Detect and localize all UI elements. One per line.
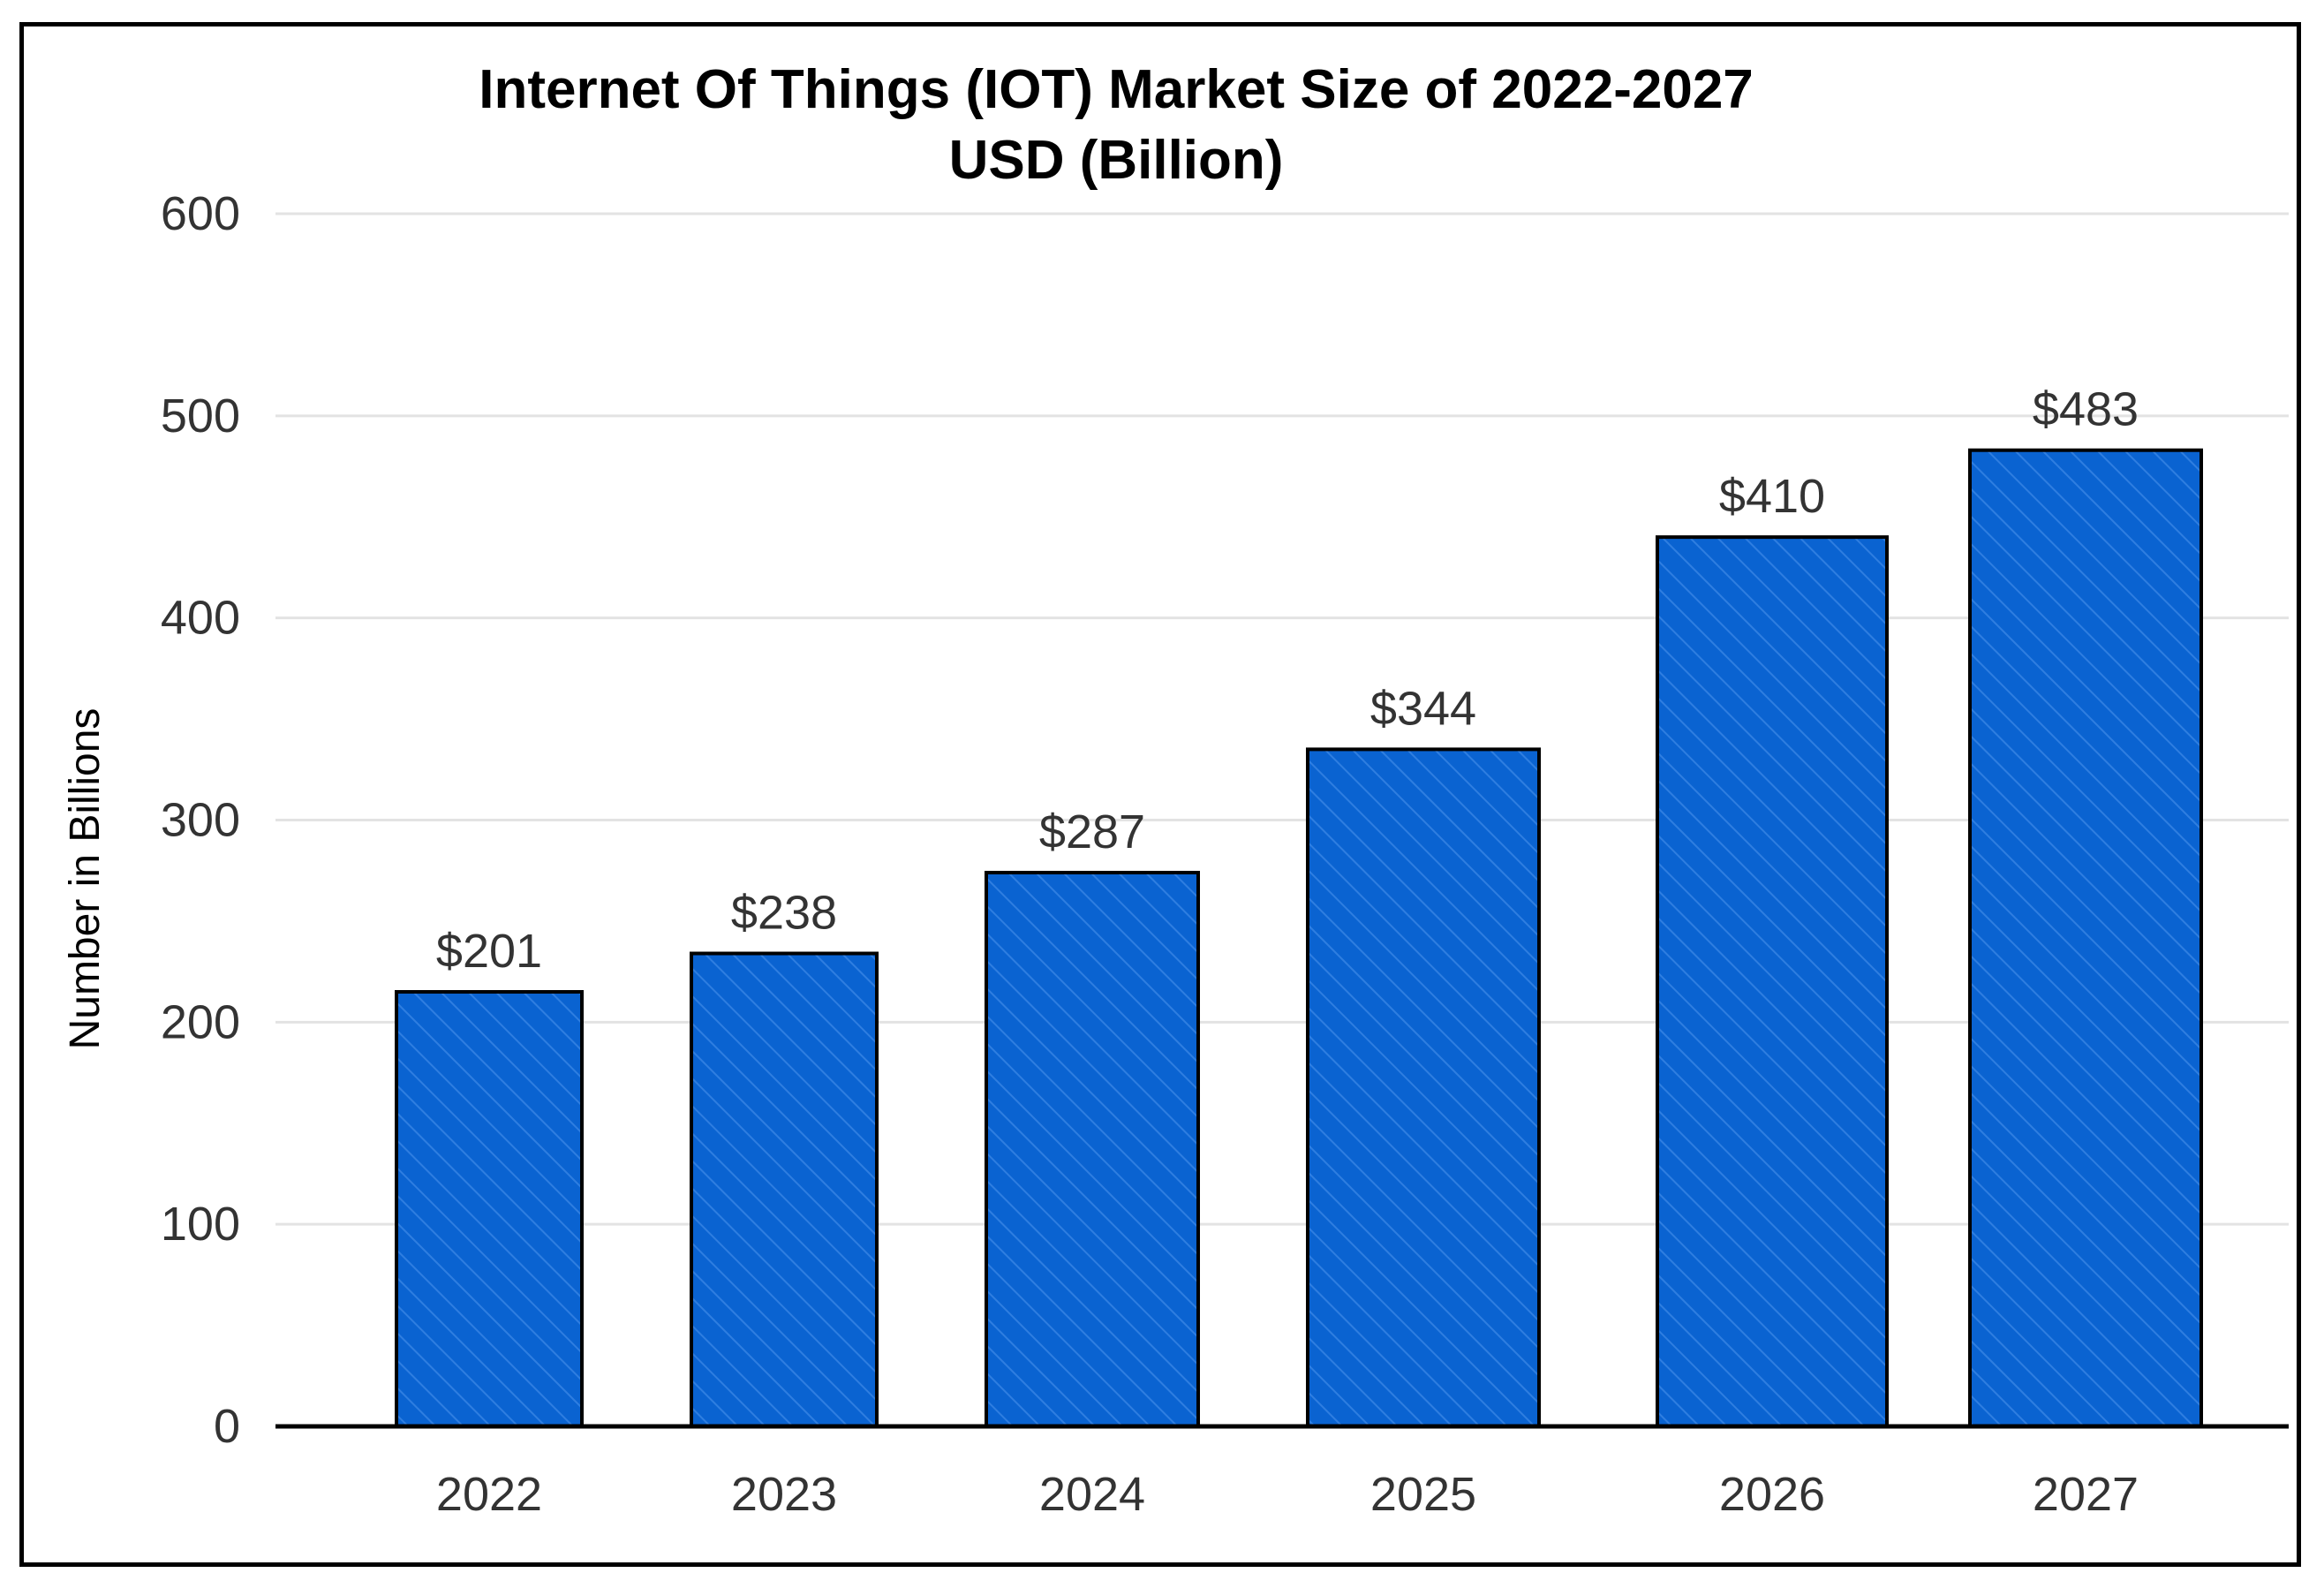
x-tick-label: 2026: [1719, 1468, 1825, 1521]
data-label: $201: [436, 925, 542, 978]
bar-2025: [1306, 747, 1541, 1428]
y-tick-label: 500: [161, 389, 240, 442]
y-tick-labels: 0 100 200 300 400 500 600: [161, 187, 240, 1453]
bars: [395, 448, 2203, 1428]
x-tick-label: 2025: [1370, 1468, 1476, 1521]
y-tick-label: 400: [161, 592, 240, 645]
y-tick-label: 0: [214, 1400, 240, 1453]
bar-2024: [985, 870, 1200, 1428]
bar-2026: [1656, 535, 1889, 1428]
data-label: $483: [2033, 383, 2139, 436]
data-labels: $201 $238 $287 $344 $410 $483: [436, 383, 2139, 978]
chart-title-line2: USD (Billion): [949, 130, 1284, 191]
chart-frame: Internet Of Things (IOT) Market Size of …: [19, 22, 2301, 1567]
grid-layer: [275, 212, 2289, 1226]
y-tick-label: 600: [161, 187, 240, 240]
y-tick-label: 300: [161, 794, 240, 847]
x-tick-labels: 2022 2023 2024 2025 2026 2027: [436, 1468, 2139, 1521]
bar-2023: [690, 951, 879, 1428]
chart-title-line1: Internet Of Things (IOT) Market Size of …: [479, 59, 1754, 120]
data-label: $287: [1039, 805, 1145, 858]
data-label: $410: [1719, 470, 1825, 523]
chart-svg: Internet Of Things (IOT) Market Size of …: [62, 59, 2289, 1521]
bar-2022: [395, 990, 584, 1428]
y-axis-title: Number in Billions: [62, 708, 109, 1050]
x-tick-label: 2024: [1039, 1468, 1145, 1521]
data-label: $238: [731, 887, 837, 940]
y-tick-label: 200: [161, 995, 240, 1048]
x-tick-label: 2023: [731, 1468, 837, 1521]
data-label: $344: [1370, 682, 1476, 735]
y-tick-label: 100: [161, 1198, 240, 1251]
bar-2027: [1968, 448, 2203, 1428]
x-tick-label: 2027: [2033, 1468, 2139, 1521]
x-tick-label: 2022: [436, 1468, 542, 1521]
